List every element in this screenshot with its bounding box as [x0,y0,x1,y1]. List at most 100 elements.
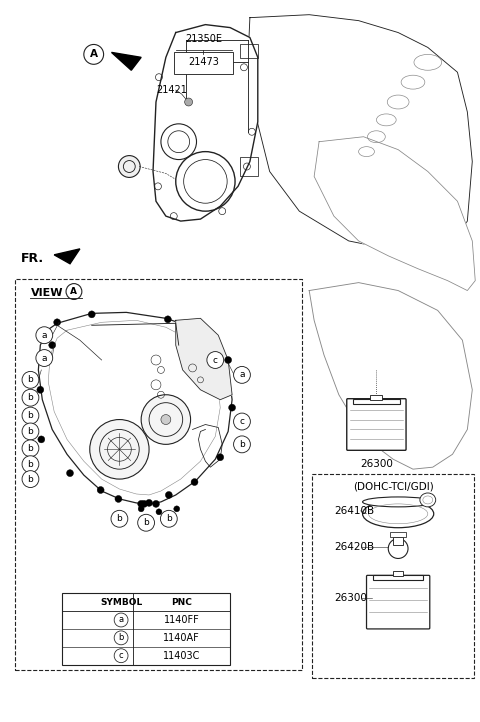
Text: 21350E: 21350E [185,33,222,43]
Circle shape [141,395,191,444]
Text: 26300: 26300 [360,459,393,469]
Bar [240,45,258,58]
Circle shape [114,631,128,645]
Circle shape [36,327,53,344]
FancyBboxPatch shape [347,399,406,451]
Text: b: b [143,518,149,527]
Text: b: b [27,411,33,420]
Circle shape [111,510,128,527]
Bar [240,157,258,176]
Circle shape [191,479,198,485]
Bar [62,593,230,665]
Polygon shape [54,249,80,264]
Circle shape [234,367,251,383]
Text: b: b [27,427,33,436]
Text: c: c [240,417,244,426]
Circle shape [67,469,73,477]
Circle shape [153,500,159,508]
Text: 11403C: 11403C [163,651,200,661]
Text: b: b [27,375,33,384]
Text: b: b [27,444,33,453]
Bar [14,279,302,669]
Circle shape [207,352,224,368]
Text: SYMBOL: SYMBOL [100,598,142,606]
Bar [393,571,403,576]
Circle shape [88,311,95,318]
Circle shape [22,471,39,487]
Text: FR.: FR. [21,252,44,265]
Text: a: a [119,615,124,625]
Circle shape [114,649,128,663]
Bar [373,575,423,580]
Polygon shape [38,313,232,504]
Circle shape [49,342,56,349]
Circle shape [84,45,104,64]
Circle shape [141,500,147,508]
Text: A: A [90,49,98,59]
Text: (DOHC-TCI/GDI): (DOHC-TCI/GDI) [353,481,433,491]
Circle shape [36,349,53,367]
Circle shape [22,389,39,406]
Circle shape [97,487,104,493]
Polygon shape [111,53,141,70]
Ellipse shape [423,496,433,504]
Circle shape [174,506,180,512]
Circle shape [234,413,251,430]
Circle shape [38,436,45,443]
Circle shape [114,613,128,627]
Text: a: a [42,354,47,362]
Circle shape [185,98,192,106]
Circle shape [138,506,144,512]
Polygon shape [309,282,472,469]
Circle shape [138,514,155,531]
Bar [390,531,406,536]
Polygon shape [248,14,472,256]
Text: a: a [42,331,47,339]
Circle shape [119,156,140,178]
Bar [174,53,233,74]
Text: 26420B: 26420B [334,542,374,552]
Bar [312,474,474,677]
Circle shape [145,500,153,506]
Polygon shape [176,318,232,400]
Text: 1140AF: 1140AF [163,633,200,643]
Circle shape [161,414,171,425]
Text: b: b [166,514,172,523]
Circle shape [22,440,39,457]
Circle shape [90,419,149,479]
Ellipse shape [420,493,436,507]
Circle shape [54,319,60,326]
Polygon shape [314,136,475,290]
Text: 26410B: 26410B [334,506,374,516]
Circle shape [217,454,224,461]
Text: 1140FF: 1140FF [164,615,199,625]
Text: b: b [117,514,122,523]
Circle shape [115,495,122,503]
Text: PNC: PNC [171,598,192,606]
Text: b: b [239,440,245,449]
Circle shape [156,509,162,515]
Polygon shape [153,25,258,221]
Circle shape [22,423,39,440]
Circle shape [234,436,251,453]
Bar [393,536,403,544]
Circle shape [166,492,172,498]
Circle shape [160,510,177,527]
Text: A: A [71,287,77,296]
Bar [371,395,383,400]
Text: 21473: 21473 [188,57,219,67]
Text: c: c [119,651,123,660]
Text: 21421: 21421 [156,85,187,95]
FancyBboxPatch shape [367,575,430,629]
Text: b: b [27,474,33,484]
Circle shape [138,500,144,508]
Circle shape [22,371,39,388]
Circle shape [22,407,39,424]
Circle shape [228,404,236,411]
Text: b: b [27,393,33,402]
Text: a: a [239,370,245,379]
Text: VIEW: VIEW [30,287,63,297]
Circle shape [22,456,39,473]
Text: b: b [27,460,33,469]
Circle shape [225,357,231,363]
